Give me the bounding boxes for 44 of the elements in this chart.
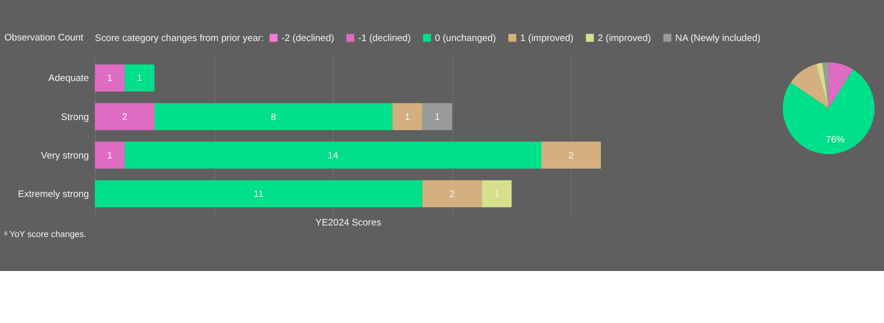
data-label: 2 — [122, 112, 128, 123]
data-label: 14 — [328, 150, 338, 162]
pie-slice — [822, 62, 829, 108]
y-tick-label: Very strong — [41, 150, 89, 162]
pie-slice — [790, 64, 829, 108]
bar — [541, 142, 601, 169]
bar — [94, 64, 125, 92]
bar — [392, 103, 422, 130]
data-label: 2 — [568, 150, 574, 162]
bar — [154, 103, 393, 130]
bar — [422, 103, 452, 130]
pie-slice — [816, 62, 829, 108]
bar — [124, 142, 542, 169]
bar — [94, 180, 422, 208]
legend-label: NA (Newly included) — [675, 33, 761, 44]
x-axis-title: YE2024 Scores — [315, 218, 382, 229]
legend-label: 1 (improved) — [520, 33, 574, 44]
pie-slice — [828, 62, 853, 108]
data-label: 1 — [107, 73, 112, 84]
bar — [482, 180, 512, 208]
text: ᵃ YoY score changes. — [4, 229, 86, 240]
y-tick-label: Strong — [61, 112, 89, 123]
bar — [124, 64, 154, 92]
data-label: 1 — [434, 112, 440, 123]
bar — [422, 180, 482, 208]
legend-label: -1 (declined) — [358, 33, 411, 44]
data-label: 2 — [449, 188, 455, 200]
bar — [94, 142, 125, 169]
data-label: 8 — [270, 112, 276, 123]
data-label: 76% — [826, 134, 846, 146]
data-label: 1 — [494, 188, 500, 200]
bar — [94, 103, 154, 130]
pie-slice — [782, 69, 875, 154]
data-label: 1 — [107, 150, 112, 162]
data-label: 11 — [254, 188, 264, 200]
legend-label: 0 (unchanged) — [434, 33, 496, 44]
data-label: 1 — [136, 73, 142, 84]
data-label: 1 — [404, 112, 410, 123]
legend-label: -2 (declined) — [281, 33, 334, 44]
y-tick-label: Extremely strong — [18, 188, 89, 200]
legend-title: Score category changes from prior year: — [94, 33, 264, 44]
y-axis-title: Observation Count — [4, 32, 84, 44]
legend-label: 2 (improved) — [598, 33, 651, 44]
y-tick-label: Adequate — [48, 73, 89, 84]
